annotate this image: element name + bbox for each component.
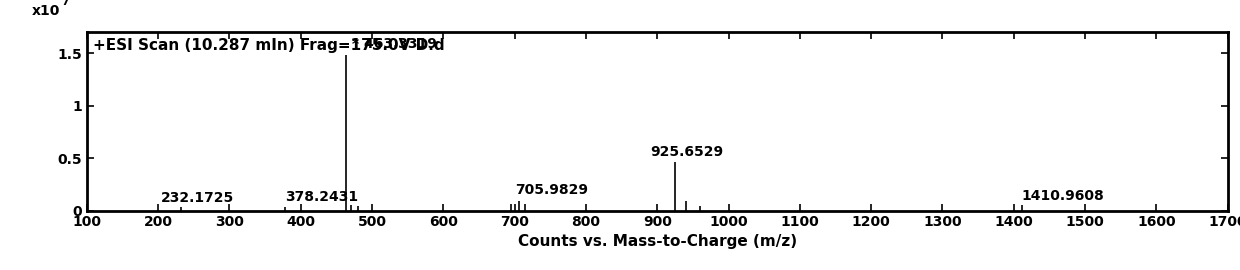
Text: +ESI Scan (10.287 mIn) Frag=175.0V D.d: +ESI Scan (10.287 mIn) Frag=175.0V D.d: [93, 38, 444, 53]
X-axis label: Counts vs. Mass-to-Charge (m/z): Counts vs. Mass-to-Charge (m/z): [517, 234, 797, 249]
Text: * 463.3319: * 463.3319: [352, 37, 436, 51]
Text: 232.1725: 232.1725: [161, 191, 234, 205]
Text: 925.6529: 925.6529: [651, 145, 724, 159]
Text: 378.2431: 378.2431: [285, 190, 358, 204]
Text: 705.9829: 705.9829: [516, 184, 588, 197]
Text: 1410.9608: 1410.9608: [1022, 189, 1105, 203]
Text: x10: x10: [32, 4, 61, 18]
Text: 7: 7: [62, 0, 69, 8]
